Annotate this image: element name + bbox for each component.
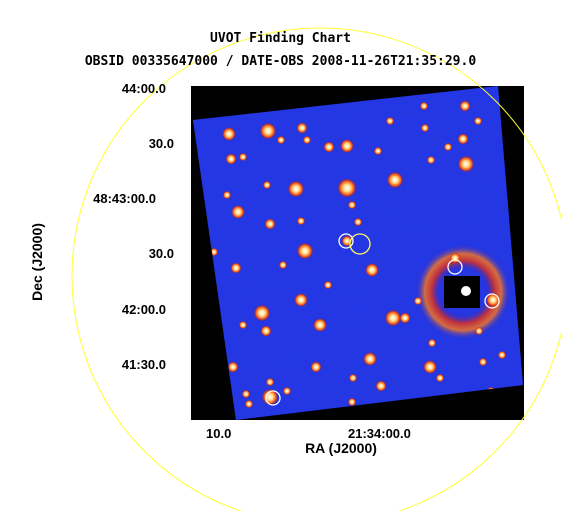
star — [427, 338, 437, 348]
dec-tick-label: 41:30.0 — [121, 357, 166, 372]
star — [459, 100, 471, 112]
star — [231, 205, 245, 219]
ra-tick-label: 21:34:00.0 — [348, 426, 411, 441]
star — [347, 200, 357, 210]
star — [423, 360, 437, 374]
star — [222, 190, 232, 200]
dec-tick-label: 44:00.0 — [121, 81, 166, 96]
dec-tick-label: 48:43:00.0 — [93, 191, 156, 206]
dec-tick-label: 42:00.0 — [121, 302, 166, 317]
star — [478, 357, 488, 367]
star — [340, 139, 354, 153]
star — [230, 262, 242, 274]
star — [347, 397, 357, 407]
star — [384, 309, 402, 327]
dec-tick-label: 30.0 — [148, 136, 174, 151]
star — [413, 296, 423, 306]
star — [264, 218, 276, 230]
star — [278, 260, 288, 270]
star — [261, 388, 279, 406]
star — [265, 377, 275, 387]
star — [457, 133, 469, 145]
error-circle — [71, 27, 561, 511]
star — [253, 304, 271, 322]
star-marker-circle — [265, 390, 281, 406]
star — [365, 263, 379, 277]
star — [497, 350, 507, 360]
star — [259, 122, 277, 140]
star — [262, 180, 272, 190]
star — [375, 380, 387, 392]
dec-axis-label: Dec (J2000) — [29, 223, 45, 301]
ra-tick-label: 10.0 — [206, 426, 232, 441]
star — [244, 399, 254, 409]
star — [443, 142, 453, 152]
star — [373, 146, 383, 156]
star — [313, 318, 327, 332]
star — [238, 320, 248, 330]
star — [435, 373, 445, 383]
chart-title: UVOT Finding Chart — [210, 31, 351, 46]
star — [282, 386, 292, 396]
star — [241, 389, 251, 399]
star — [363, 352, 377, 366]
bright-star-core — [461, 286, 471, 296]
star — [473, 116, 483, 126]
star — [225, 153, 237, 165]
star — [323, 141, 335, 153]
star — [238, 152, 248, 162]
source-marker-circle — [338, 233, 354, 249]
star-marker-circle — [447, 259, 463, 275]
star — [227, 361, 239, 373]
star — [353, 217, 363, 227]
star — [294, 293, 308, 307]
star — [323, 280, 333, 290]
star — [474, 326, 484, 336]
star — [296, 242, 314, 260]
source-marker-circle-yellow — [349, 233, 371, 255]
chart-subtitle: OBSID 00335647000 / DATE-OBS 2008-11-26T… — [84, 54, 477, 69]
star — [348, 373, 358, 383]
star — [426, 155, 436, 165]
star — [296, 216, 306, 226]
star — [419, 101, 429, 111]
star — [399, 312, 411, 324]
star — [420, 123, 430, 133]
star — [386, 171, 404, 189]
star — [222, 127, 236, 141]
star-field — [209, 100, 507, 415]
star — [337, 178, 357, 198]
star — [385, 116, 395, 126]
star — [287, 180, 305, 198]
ra-axis-label: RA (J2000) — [305, 440, 377, 456]
star — [310, 361, 322, 373]
star — [302, 135, 312, 145]
star — [457, 155, 475, 173]
star — [276, 135, 286, 145]
star-marker-circle — [484, 293, 500, 309]
star — [296, 122, 308, 134]
dec-tick-label: 30.0 — [148, 246, 174, 261]
star — [260, 325, 272, 337]
